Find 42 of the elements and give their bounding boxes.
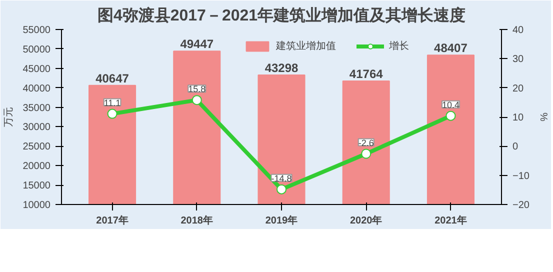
y2-tick-label: 0 — [512, 142, 518, 153]
y2-tick-label: −10 — [512, 170, 530, 182]
y2-tick-label: 40 — [512, 25, 524, 36]
data-label: 48407 — [434, 41, 468, 56]
data-label: -2.6 — [358, 138, 374, 148]
y-tick-label: 50000 — [22, 44, 51, 56]
y-tick-label: 20000 — [22, 161, 51, 172]
x-tick-label: 2019年 — [265, 214, 298, 226]
data-label: 15.8 — [188, 84, 206, 94]
x-tick-label: 2018年 — [180, 214, 214, 226]
legend-label: 增长 — [389, 40, 409, 53]
point — [361, 148, 372, 159]
y2-axis-title: % — [537, 112, 548, 122]
x-tick-label: 2020年 — [350, 214, 382, 226]
y-tick-label: 25000 — [22, 142, 51, 153]
y-tick-label: 35000 — [22, 102, 51, 114]
point — [107, 108, 118, 119]
y2-tick-label: 30 — [512, 54, 524, 66]
point — [276, 184, 286, 194]
y2-tick-label: 20 — [512, 83, 524, 94]
y-tick-label: 30000 — [22, 122, 51, 134]
data-label: 41764 — [349, 66, 384, 81]
data-label: 49447 — [180, 37, 214, 52]
chart-title: 图4弥渡县2017－2021年建筑业增加值及其增长速度 — [97, 6, 466, 24]
y-tick-label: 15000 — [22, 180, 51, 192]
x-tick-label: 2021年 — [434, 214, 467, 226]
data-label: 11.1 — [104, 98, 121, 108]
y-tick-label: 45000 — [22, 64, 51, 75]
y-tick-label: 40000 — [22, 83, 51, 94]
data-label: -14.8 — [271, 173, 292, 184]
point — [192, 95, 202, 106]
y2-tick-label: −20 — [512, 200, 530, 211]
y-tick-label: 10000 — [22, 200, 51, 211]
legend-label: 建筑业增加值 — [276, 40, 336, 53]
y-tick-label: 55000 — [22, 25, 51, 36]
y-axis-title: 万元 — [4, 107, 15, 127]
x-tick-label: 2017年 — [96, 214, 128, 226]
data-label: 40647 — [96, 71, 130, 86]
point — [446, 110, 456, 121]
data-label: 10.4 — [442, 100, 460, 110]
y2-tick-label: 10 — [512, 112, 524, 124]
data-label: 43298 — [264, 61, 299, 76]
